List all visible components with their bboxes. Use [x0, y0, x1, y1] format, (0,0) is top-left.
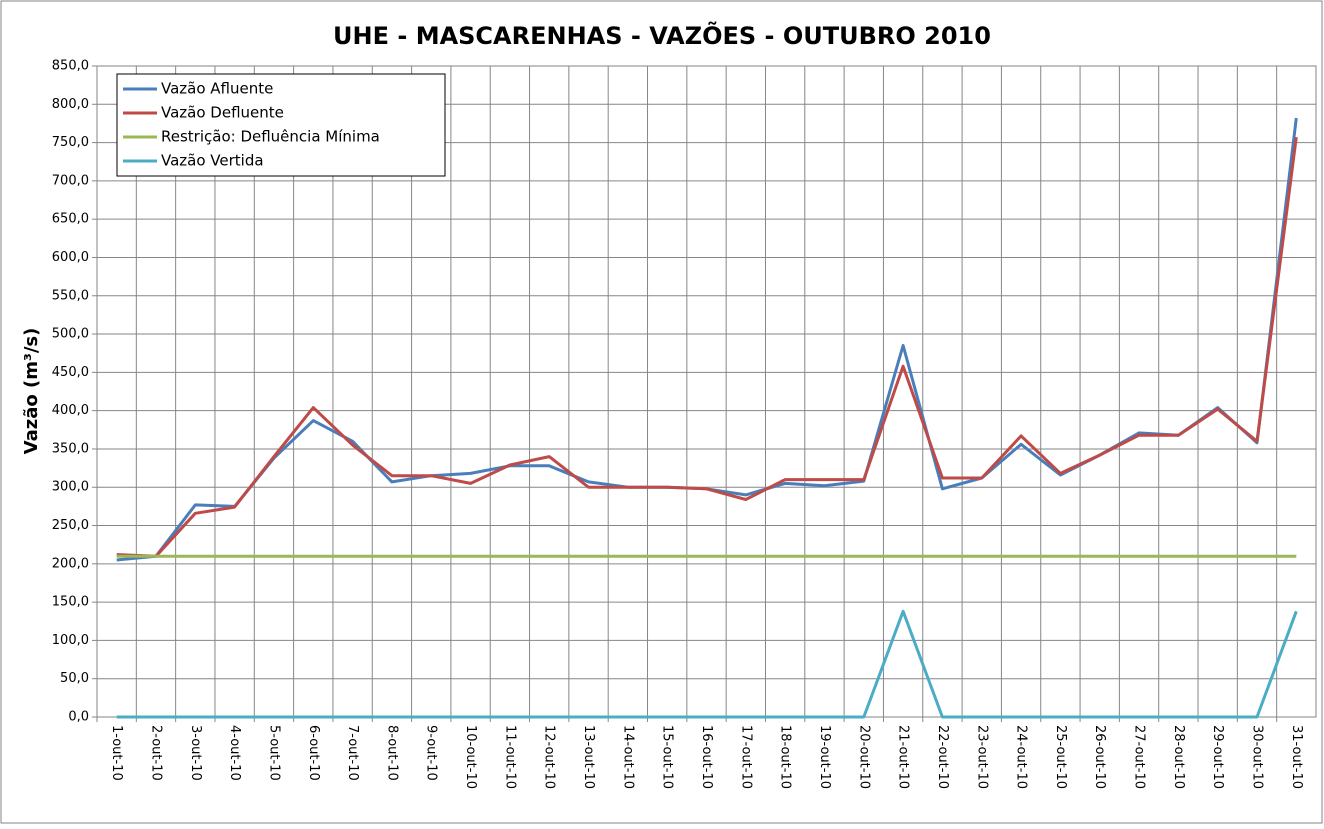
- x-tick-label: 21-out-10: [896, 725, 911, 789]
- y-tick-label: 650,0: [52, 212, 89, 227]
- chart-title: UHE - MASCARENHAS - VAZÕES - OUTUBRO 201…: [333, 20, 991, 50]
- legend-box: [116, 73, 446, 177]
- x-tick-label: 24-out-10: [1014, 725, 1029, 789]
- series-line: [116, 609, 1298, 719]
- x-tick-label: 30-out-10: [1250, 725, 1265, 789]
- x-tick-label: 29-out-10: [1210, 725, 1225, 789]
- x-tick-label: 16-out-10: [699, 725, 714, 789]
- x-tick-label: 31-out-10: [1289, 725, 1304, 789]
- x-tick-label: 1-out-10: [109, 725, 124, 781]
- x-tick-label: 6-out-10: [306, 725, 321, 781]
- series-line: [116, 137, 1298, 558]
- y-tick-label: 0,0: [68, 710, 89, 725]
- legend-label: Restrição: Defluência Mínima: [161, 128, 380, 146]
- y-tick-label: 750,0: [52, 135, 89, 150]
- y-tick-label: 800,0: [52, 97, 89, 112]
- x-tick-label: 7-out-10: [345, 725, 360, 781]
- x-tick-label: 2-out-10: [148, 725, 163, 781]
- x-tick-label: 19-out-10: [817, 725, 832, 789]
- x-tick-label: 27-out-10: [1132, 725, 1147, 789]
- x-tick-label: 18-out-10: [778, 725, 793, 789]
- y-tick-label: 700,0: [52, 173, 89, 188]
- y-tick-label: 450,0: [52, 365, 89, 380]
- y-axis-title: Vazão (m³/s): [21, 328, 42, 455]
- x-tick-label: 28-out-10: [1171, 725, 1186, 789]
- x-tick-label: 8-out-10: [384, 725, 399, 781]
- x-tick-label: 12-out-10: [542, 725, 557, 789]
- x-tick-label: 23-out-10: [974, 725, 989, 789]
- x-tick-label: 20-out-10: [856, 725, 871, 789]
- x-tick-label: 14-out-10: [620, 725, 635, 789]
- y-tick-label: 150,0: [52, 595, 89, 610]
- y-tick-label: 200,0: [52, 556, 89, 571]
- x-tick-label: 11-out-10: [502, 725, 517, 789]
- y-tick-label: 300,0: [52, 480, 89, 495]
- x-tick-label: 9-out-10: [424, 725, 439, 781]
- y-tick-label: 600,0: [52, 250, 89, 265]
- legend-label: Vazão Afluente: [161, 80, 273, 98]
- legend-label: Vazão Vertida: [161, 152, 264, 170]
- y-tick-label: 850,0: [52, 59, 89, 74]
- x-tick-label: 13-out-10: [581, 725, 596, 789]
- x-tick-label: 15-out-10: [660, 725, 675, 789]
- x-tick-label: 26-out-10: [1092, 725, 1107, 789]
- y-tick-label: 250,0: [52, 518, 89, 533]
- y-tick-label: 400,0: [52, 403, 89, 418]
- x-tick-label: 3-out-10: [188, 725, 203, 781]
- y-tick-label: 500,0: [52, 327, 89, 342]
- x-tick-label: 22-out-10: [935, 725, 950, 789]
- x-tick-label: 4-out-10: [227, 725, 242, 781]
- x-tick-label: 5-out-10: [266, 725, 281, 781]
- y-tick-label: 550,0: [52, 288, 89, 303]
- y-tick-label: 350,0: [52, 441, 89, 456]
- y-tick-label: 50,0: [60, 671, 89, 686]
- x-tick-label: 10-out-10: [463, 725, 478, 789]
- legend-label: Vazão Defluente: [161, 104, 284, 122]
- y-tick-label: 100,0: [52, 633, 89, 648]
- x-tick-label: 17-out-10: [738, 725, 753, 789]
- x-tick-label: 25-out-10: [1053, 725, 1068, 789]
